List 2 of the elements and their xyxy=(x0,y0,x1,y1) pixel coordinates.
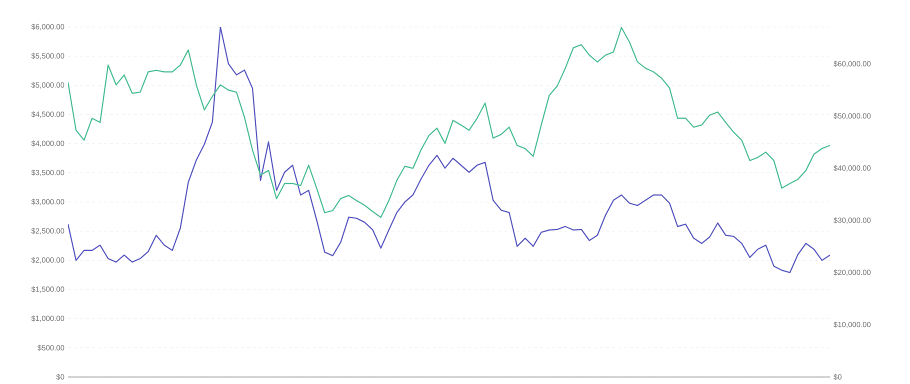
line-series xyxy=(68,27,830,218)
line-series xyxy=(68,27,830,274)
